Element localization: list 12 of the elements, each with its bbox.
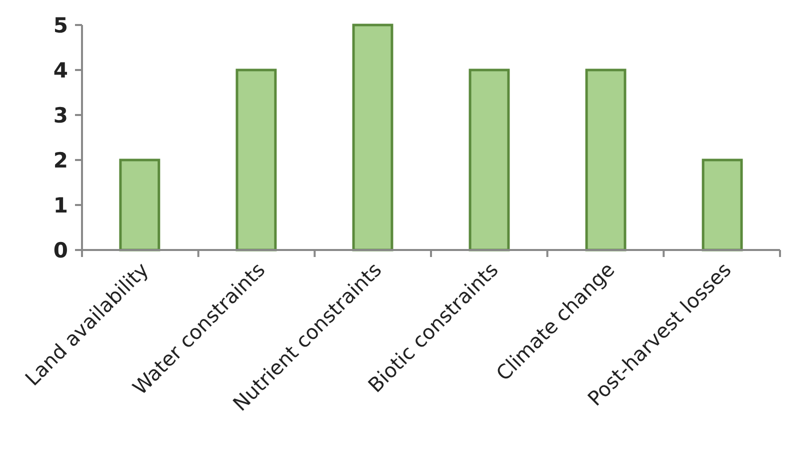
bar: [236, 68, 277, 252]
bar: [702, 158, 743, 252]
y-tick-label: 0: [53, 238, 68, 262]
bar: [468, 68, 510, 252]
y-tick-label: 2: [53, 148, 68, 172]
bar: [585, 68, 626, 252]
y-tick-label: 4: [53, 58, 68, 82]
bar: [119, 158, 160, 252]
y-tick-label: 5: [53, 13, 68, 38]
y-tick-label: 3: [53, 103, 68, 128]
bar: [352, 24, 394, 252]
y-tick-label: 1: [53, 193, 68, 218]
